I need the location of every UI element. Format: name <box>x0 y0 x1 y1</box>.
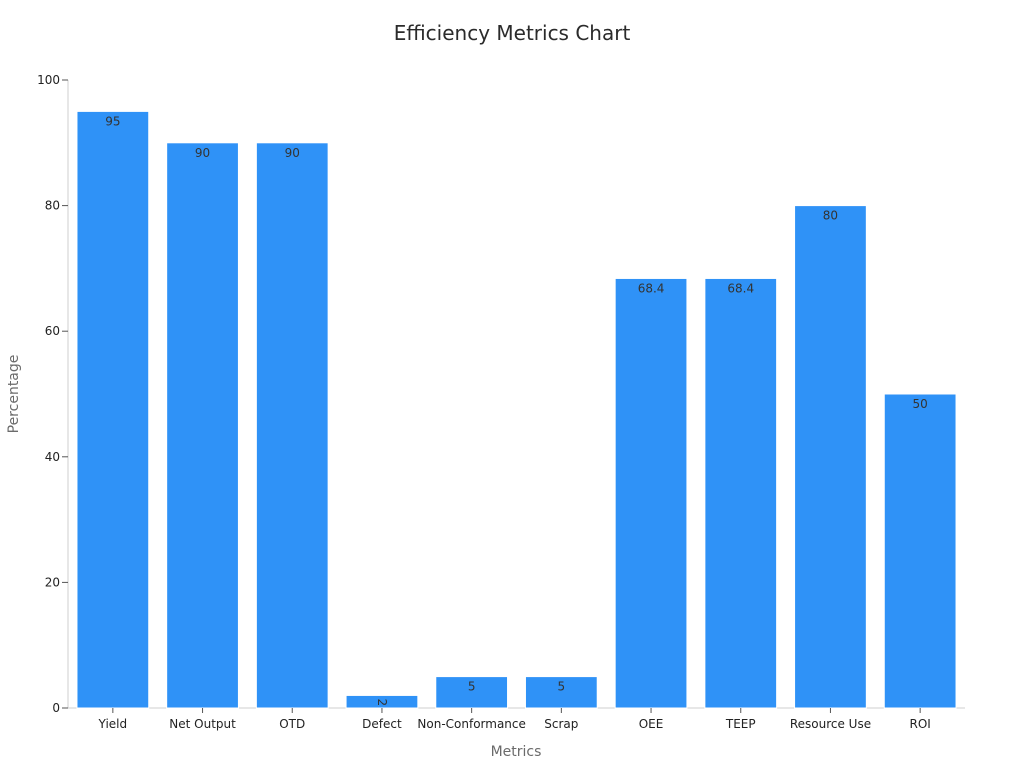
x-axis-title: Metrics <box>491 744 542 760</box>
bars-group: 95 90 90 2 5 5 68.4 68.4 80 50 <box>76 110 957 709</box>
x-tick-label: Non-Conformance <box>417 717 526 731</box>
y-tick-label: 0 <box>52 701 60 715</box>
x-tick-label: OEE <box>639 717 664 731</box>
x-tick-label: OTD <box>279 717 305 731</box>
bar-data-label: 80 <box>823 209 838 223</box>
bar <box>435 676 509 709</box>
x-tick-label: TEEP <box>725 717 756 731</box>
bar-data-label: 90 <box>285 146 300 160</box>
bar-data-label: 5 <box>468 680 476 694</box>
bar-data-label: 2 <box>375 698 389 706</box>
x-tick-label: Net Output <box>169 717 236 731</box>
x-axis-ticks: Yield Net Output OTD Defect Non-Conformance S… <box>98 708 931 731</box>
y-tick-label: 40 <box>45 450 60 464</box>
bar-data-label: 68.4 <box>727 281 754 295</box>
y-axis-ticks: 0 20 40 60 80 100 <box>37 73 68 715</box>
bar-data-label: 90 <box>195 146 210 160</box>
chart-title: Efficiency Metrics Chart <box>394 21 631 45</box>
bar-data-label: 5 <box>558 680 566 694</box>
y-tick-label: 60 <box>45 324 60 338</box>
bar <box>614 277 688 709</box>
bar <box>794 205 867 709</box>
bar-data-label: 50 <box>913 397 928 411</box>
bar <box>704 277 778 709</box>
x-tick-label: Defect <box>362 717 402 731</box>
bar-data-label: 95 <box>105 114 120 128</box>
x-tick-label: Scrap <box>544 717 578 731</box>
x-tick-label: Yield <box>98 717 128 731</box>
y-axis-title: Percentage <box>6 355 22 434</box>
bar <box>166 142 239 709</box>
x-tick-label: Resource Use <box>790 717 871 731</box>
bar <box>524 676 598 709</box>
bar <box>76 110 150 709</box>
y-tick-label: 100 <box>37 73 60 87</box>
x-tick-label: ROI <box>909 717 930 731</box>
y-tick-label: 80 <box>45 199 60 213</box>
bar <box>255 142 329 709</box>
y-tick-label: 20 <box>45 575 60 589</box>
bar <box>883 393 957 709</box>
bar-data-label: 68.4 <box>638 281 665 295</box>
